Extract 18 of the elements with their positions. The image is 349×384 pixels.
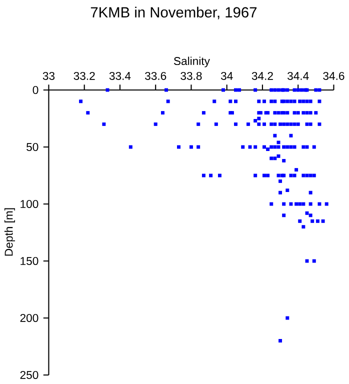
x-tick-label: 34.4 bbox=[287, 72, 309, 80]
x-tick-label: 34 bbox=[220, 72, 233, 80]
x-tick-label: 33.8 bbox=[180, 72, 202, 80]
y-tick-label: 0 bbox=[32, 86, 38, 94]
x-axis-title: Salinity bbox=[174, 56, 210, 68]
x-tick-label: 33.4 bbox=[109, 72, 131, 80]
y-tick-label: 50 bbox=[26, 143, 38, 152]
chart-title: 7KMB in November, 1967 bbox=[90, 6, 256, 20]
y-axis-title: Depth [m] bbox=[4, 208, 15, 256]
y-tick-label: 200 bbox=[20, 314, 38, 322]
x-tick-label: 33 bbox=[42, 72, 54, 80]
y-tick-label: 100 bbox=[20, 200, 38, 208]
y-tick-label: 250 bbox=[20, 370, 38, 379]
x-tick-label: 33.2 bbox=[74, 72, 95, 80]
y-tick-label: 150 bbox=[20, 256, 38, 266]
x-tick-label: 34.2 bbox=[252, 72, 273, 80]
x-tick-label: 34.6 bbox=[323, 72, 344, 80]
x-tick-label: 33.6 bbox=[144, 72, 166, 80]
